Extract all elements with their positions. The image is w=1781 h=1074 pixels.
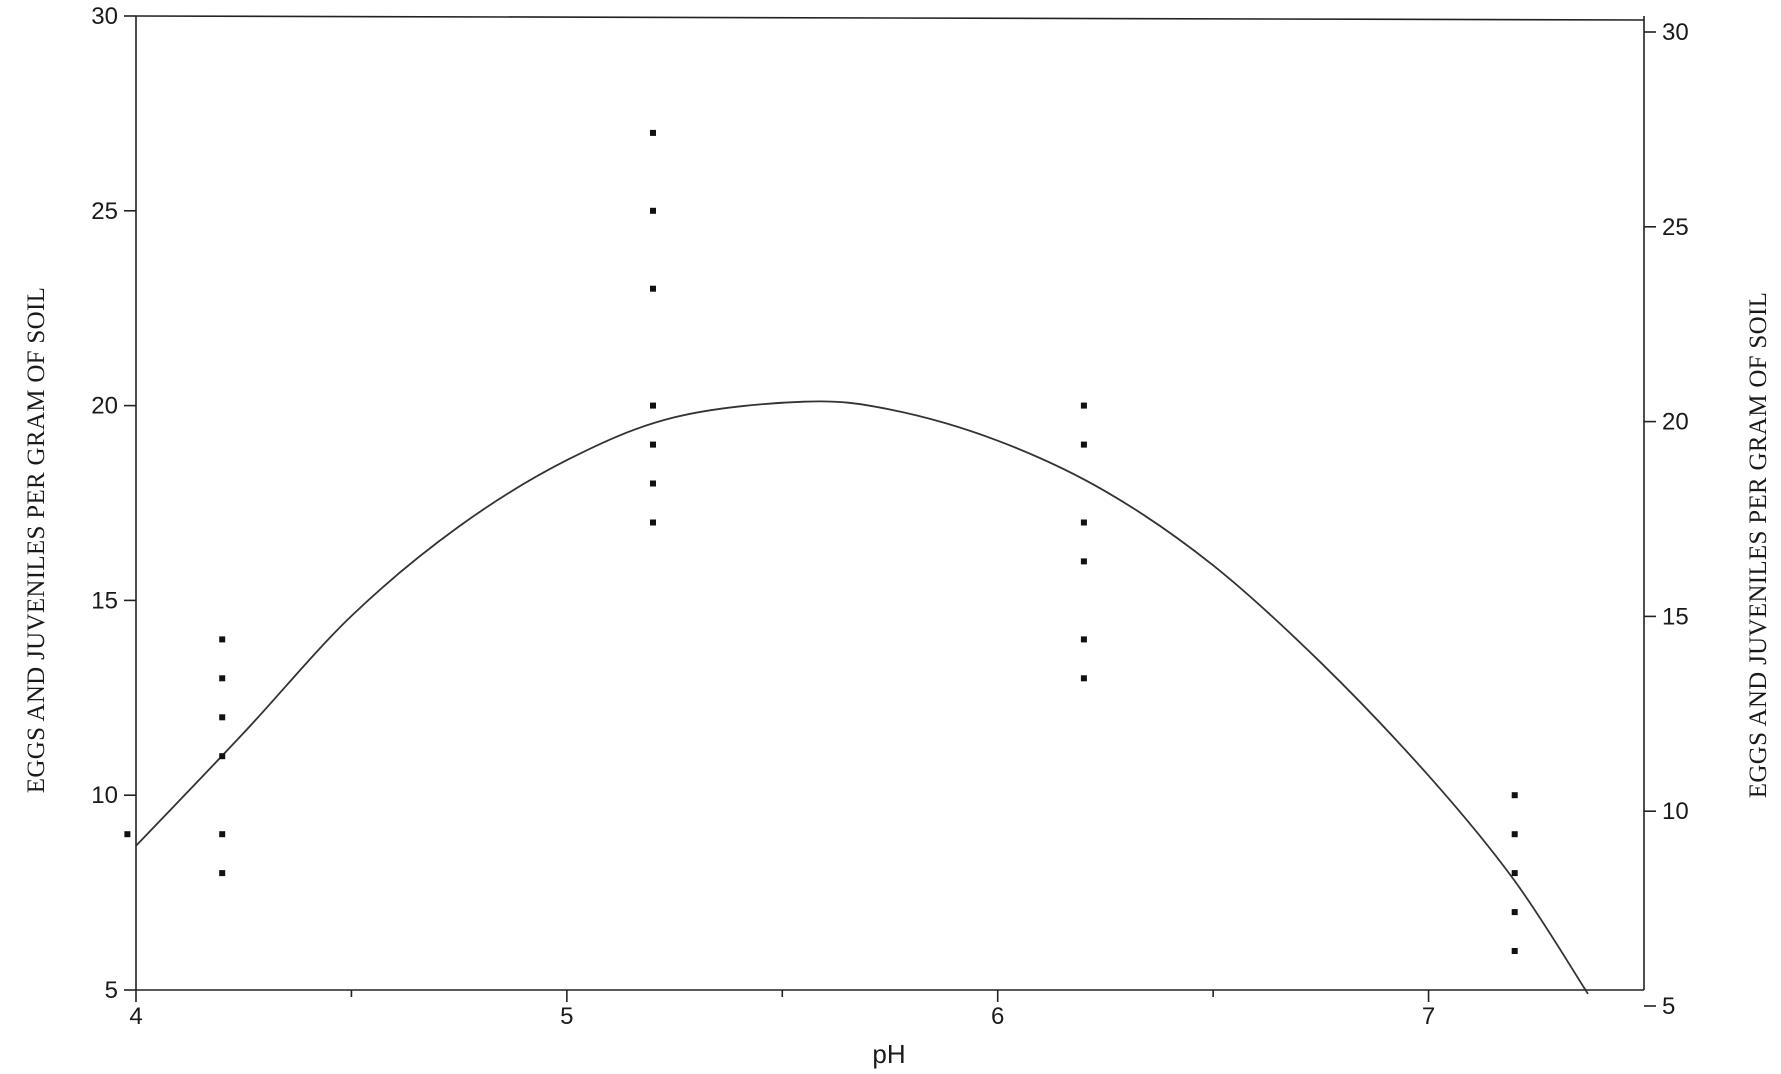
x-tick-label: 6	[991, 1003, 1004, 1030]
y-axis-left: 5 10 15 20 25 30	[91, 3, 136, 1004]
y-left-tick-label: 5	[105, 977, 118, 1004]
data-point	[650, 129, 656, 136]
data-point	[1080, 402, 1087, 409]
y-left-tick-label: 30	[91, 3, 118, 30]
x-tick-label: 4	[129, 1003, 142, 1030]
y-left-tick-label: 15	[91, 587, 118, 614]
y-left-tick-label: 25	[91, 198, 118, 225]
fitted-curve-layer	[135, 400, 1589, 995]
y-left-tick-label: 10	[91, 782, 118, 809]
y-right-tick-label: 15	[1662, 603, 1689, 630]
data-point	[219, 714, 226, 721]
y-left-tick-label: 20	[91, 393, 118, 420]
data-point	[219, 870, 226, 877]
y-right-tick-label: 25	[1662, 214, 1689, 241]
y-right-tick-label: 20	[1662, 409, 1689, 436]
plot-frame	[135, 15, 1645, 991]
data-point	[1080, 441, 1087, 448]
fitted-curve	[135, 400, 1589, 995]
data-point	[650, 519, 656, 526]
data-point	[219, 636, 226, 643]
data-point	[1080, 519, 1087, 526]
x-tick-label: 5	[560, 1003, 573, 1030]
x-axis: 4 5 6 7	[129, 990, 1435, 1030]
data-point	[219, 675, 226, 682]
x-tick-label: 7	[1422, 1003, 1435, 1030]
y-axis-right: 5 10 15 20 25 30	[1644, 19, 1689, 1020]
plot-top-border	[135, 15, 1645, 21]
y-axis-right-title: EGGS AND JUVENILES PER GRAM OF SOIL	[1745, 292, 1772, 798]
data-point	[1511, 870, 1518, 877]
scatter-points-layer	[124, 129, 1518, 954]
data-point	[1080, 558, 1087, 565]
data-point	[219, 831, 226, 838]
data-point	[219, 753, 226, 760]
x-axis-title: pH	[872, 1039, 905, 1069]
data-point	[1511, 831, 1518, 838]
data-point	[650, 285, 656, 292]
data-point	[650, 207, 656, 214]
data-point	[1511, 909, 1518, 916]
data-point	[650, 480, 656, 487]
data-point	[650, 402, 656, 409]
data-point	[1080, 675, 1087, 682]
y-axis-left-title: EGGS AND JUVENILES PER GRAM OF SOIL	[23, 287, 50, 793]
y-right-tick-label: 30	[1662, 19, 1689, 46]
data-point	[1511, 948, 1518, 954]
data-point	[650, 441, 656, 448]
y-right-tick-label: 5	[1662, 993, 1675, 1020]
data-point	[1511, 792, 1518, 799]
y-right-tick-label: 10	[1662, 798, 1689, 825]
data-point	[1080, 636, 1087, 643]
data-point	[124, 831, 131, 838]
